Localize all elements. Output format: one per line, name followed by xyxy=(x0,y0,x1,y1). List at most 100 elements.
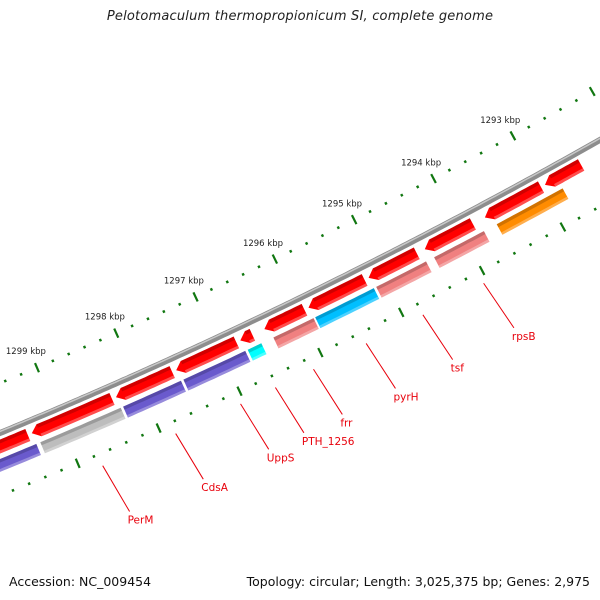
cds-arrow-highlight xyxy=(433,227,476,252)
cds-arrow-highlight xyxy=(184,345,240,373)
minor-tick xyxy=(447,168,452,172)
feature-block-blue-highlight xyxy=(319,296,380,329)
cds-arrow-highlight xyxy=(124,375,175,400)
minor-tick xyxy=(286,366,290,370)
cds-arrow-highlight xyxy=(317,283,368,310)
feature-block-cyan xyxy=(247,343,267,361)
accession-text: Accession: NC_009454 xyxy=(9,574,152,589)
minor-tick xyxy=(334,342,339,347)
minor-tick xyxy=(27,482,31,486)
minor-tick xyxy=(241,272,245,277)
kbp-label: 1296 kbp xyxy=(243,239,283,249)
kbp-label: 1294 kbp xyxy=(401,159,441,169)
minor-tick xyxy=(108,447,112,452)
feature-block-purple-shade xyxy=(183,350,247,383)
minor-tick xyxy=(384,201,388,206)
gene-label-cdsa[interactable]: CdsA xyxy=(201,482,228,494)
minor-tick xyxy=(495,142,499,147)
kbp-label: 1295 kbp xyxy=(322,200,362,210)
minor-tick xyxy=(124,440,128,445)
tick-track: 1299 kbp 1298 kbp 1297 kbp 1296 kbp 1295 kbp… xyxy=(3,86,597,493)
cds-arrow-highlight xyxy=(554,168,585,187)
minor-tick xyxy=(254,381,258,386)
minor-tick xyxy=(51,359,55,363)
cds-arrow-highlight xyxy=(493,190,545,220)
gene-leader-line xyxy=(175,433,204,480)
feature-block-pink xyxy=(434,231,490,268)
minor-tick xyxy=(383,318,387,323)
major-tick xyxy=(478,265,486,276)
genome-summary-text: Topology: circular; Length: 3,025,375 bp… xyxy=(246,574,590,589)
feature-block-pink-shade xyxy=(434,231,486,261)
major-tick xyxy=(155,423,162,434)
cds-arrow xyxy=(424,218,476,252)
cds-arrow-shade xyxy=(489,181,540,212)
feature-block-purple xyxy=(0,443,41,472)
cds-arrow-shade xyxy=(372,247,416,272)
gene-leader-line xyxy=(274,387,305,434)
cds-arrow-shade xyxy=(36,393,111,428)
feature-block-cyan-highlight xyxy=(251,351,267,361)
minor-tick xyxy=(320,233,325,238)
feature-block-purple-shade xyxy=(123,380,183,410)
minor-tick xyxy=(270,374,274,378)
minor-tick xyxy=(162,309,166,314)
feature-block-blue xyxy=(315,288,380,329)
feature-block-purple xyxy=(183,350,251,391)
gene-leader-line xyxy=(483,282,515,329)
minor-tick xyxy=(431,294,436,298)
minor-tick xyxy=(415,302,420,306)
cds-arrow-highlight xyxy=(273,313,308,332)
cds-arrow-shade xyxy=(244,328,252,335)
feature-block-gray-shade xyxy=(40,407,122,446)
feature-block-purple xyxy=(123,380,186,418)
minor-tick xyxy=(302,358,306,363)
gene-label-pth_1256[interactable]: PTH_1256 xyxy=(302,436,355,448)
major-tick xyxy=(271,254,279,265)
feature-track xyxy=(0,188,569,472)
minor-tick xyxy=(545,234,549,238)
minor-tick xyxy=(367,326,371,331)
minor-tick xyxy=(209,287,214,292)
minor-tick xyxy=(59,468,64,472)
gene-leader-line xyxy=(240,403,270,450)
major-tick xyxy=(317,347,324,358)
gene-label-pyrh[interactable]: pyrH xyxy=(393,391,418,403)
cds-arrow xyxy=(116,366,175,400)
feature-block-pink xyxy=(376,261,432,298)
minor-tick xyxy=(173,419,177,423)
cds-arrow xyxy=(308,274,368,310)
minor-tick xyxy=(82,345,87,349)
kbp-label: 1298 kbp xyxy=(85,313,125,323)
cds-track xyxy=(0,159,585,454)
minor-tick xyxy=(43,475,47,479)
minor-tick xyxy=(464,277,468,281)
cds-arrow-highlight xyxy=(0,438,31,454)
cds-arrow-shade xyxy=(312,274,364,302)
gene-label-upps[interactable]: UppS xyxy=(267,452,295,464)
minor-tick xyxy=(304,241,309,246)
feature-block-cyan-shade xyxy=(247,343,263,353)
minor-tick xyxy=(368,209,372,214)
cds-arrow-shade xyxy=(429,218,472,243)
minor-tick xyxy=(415,185,420,189)
feature-block-gray xyxy=(40,407,126,454)
major-tick xyxy=(74,458,81,469)
backbone xyxy=(0,136,600,437)
cds-arrow-highlight xyxy=(40,402,115,437)
minor-tick xyxy=(225,280,229,284)
cds-arrow xyxy=(240,328,256,343)
minor-tick xyxy=(130,324,134,328)
gene-label-perm[interactable]: PerM xyxy=(128,515,154,527)
backbone-line xyxy=(0,136,600,437)
feature-block-pink-shade xyxy=(376,261,428,290)
major-tick xyxy=(192,291,199,302)
gene-label-rpsb[interactable]: rpsB xyxy=(512,331,536,343)
cds-arrow-highlight xyxy=(249,338,256,343)
cds-arrow xyxy=(368,247,420,280)
minor-tick xyxy=(221,396,225,401)
gene-label-tsf[interactable]: tsf xyxy=(451,363,465,375)
minor-tick xyxy=(351,334,355,339)
cds-arrow-shade xyxy=(268,303,304,323)
gene-label-frr[interactable]: frr xyxy=(340,417,353,429)
